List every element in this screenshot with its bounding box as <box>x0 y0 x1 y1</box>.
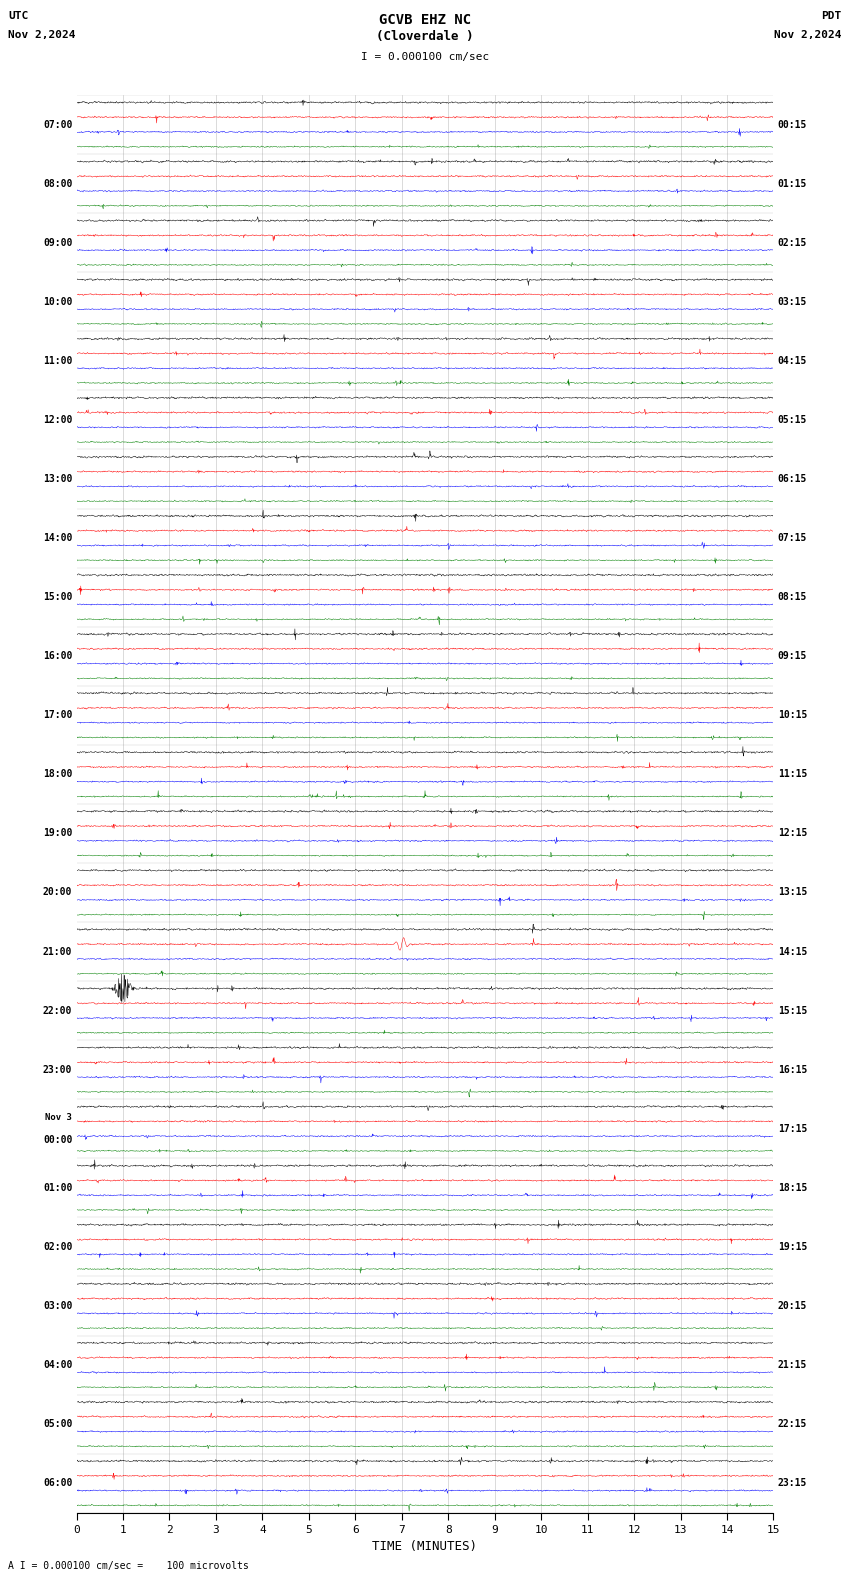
Text: 12:00: 12:00 <box>42 415 72 425</box>
Text: 00:15: 00:15 <box>778 119 807 130</box>
Text: 01:15: 01:15 <box>778 179 807 188</box>
Text: 03:15: 03:15 <box>778 296 807 307</box>
Text: 02:15: 02:15 <box>778 238 807 247</box>
Text: 21:00: 21:00 <box>42 947 72 957</box>
Text: 08:00: 08:00 <box>42 179 72 188</box>
Text: 14:00: 14:00 <box>42 534 72 543</box>
Text: UTC: UTC <box>8 11 29 21</box>
Text: 22:00: 22:00 <box>42 1006 72 1015</box>
Text: 20:15: 20:15 <box>778 1300 807 1312</box>
Text: PDT: PDT <box>821 11 842 21</box>
Text: 10:00: 10:00 <box>42 296 72 307</box>
Text: 05:15: 05:15 <box>778 415 807 425</box>
Text: 10:15: 10:15 <box>778 710 807 721</box>
Text: 17:00: 17:00 <box>42 710 72 721</box>
Text: 09:00: 09:00 <box>42 238 72 247</box>
Text: Nov 3: Nov 3 <box>45 1114 72 1123</box>
X-axis label: TIME (MINUTES): TIME (MINUTES) <box>372 1540 478 1552</box>
Text: 19:15: 19:15 <box>778 1242 807 1251</box>
Text: 02:00: 02:00 <box>42 1242 72 1251</box>
Text: 17:15: 17:15 <box>778 1123 807 1134</box>
Text: 12:15: 12:15 <box>778 828 807 838</box>
Text: 23:15: 23:15 <box>778 1478 807 1489</box>
Text: Nov 2,2024: Nov 2,2024 <box>8 30 76 40</box>
Text: 05:00: 05:00 <box>42 1419 72 1429</box>
Text: A I = 0.000100 cm/sec =    100 microvolts: A I = 0.000100 cm/sec = 100 microvolts <box>8 1562 249 1571</box>
Text: GCVB EHZ NC: GCVB EHZ NC <box>379 13 471 27</box>
Text: 09:15: 09:15 <box>778 651 807 661</box>
Text: 11:15: 11:15 <box>778 770 807 779</box>
Text: 18:00: 18:00 <box>42 770 72 779</box>
Text: 13:00: 13:00 <box>42 474 72 485</box>
Text: 16:00: 16:00 <box>42 651 72 661</box>
Text: 19:00: 19:00 <box>42 828 72 838</box>
Text: 13:15: 13:15 <box>778 887 807 898</box>
Text: 00:00: 00:00 <box>42 1136 72 1145</box>
Text: 22:15: 22:15 <box>778 1419 807 1429</box>
Text: 06:00: 06:00 <box>42 1478 72 1489</box>
Text: I = 0.000100 cm/sec: I = 0.000100 cm/sec <box>361 52 489 62</box>
Text: 07:00: 07:00 <box>42 119 72 130</box>
Text: 03:00: 03:00 <box>42 1300 72 1312</box>
Text: Nov 2,2024: Nov 2,2024 <box>774 30 842 40</box>
Text: 14:15: 14:15 <box>778 947 807 957</box>
Text: (Cloverdale ): (Cloverdale ) <box>377 30 473 43</box>
Text: 23:00: 23:00 <box>42 1064 72 1074</box>
Text: 08:15: 08:15 <box>778 592 807 602</box>
Text: 21:15: 21:15 <box>778 1361 807 1370</box>
Text: 04:00: 04:00 <box>42 1361 72 1370</box>
Text: 15:00: 15:00 <box>42 592 72 602</box>
Text: 16:15: 16:15 <box>778 1064 807 1074</box>
Text: 11:00: 11:00 <box>42 356 72 366</box>
Text: 01:00: 01:00 <box>42 1183 72 1193</box>
Text: 15:15: 15:15 <box>778 1006 807 1015</box>
Text: 06:15: 06:15 <box>778 474 807 485</box>
Text: 18:15: 18:15 <box>778 1183 807 1193</box>
Text: 07:15: 07:15 <box>778 534 807 543</box>
Text: 20:00: 20:00 <box>42 887 72 898</box>
Text: 04:15: 04:15 <box>778 356 807 366</box>
